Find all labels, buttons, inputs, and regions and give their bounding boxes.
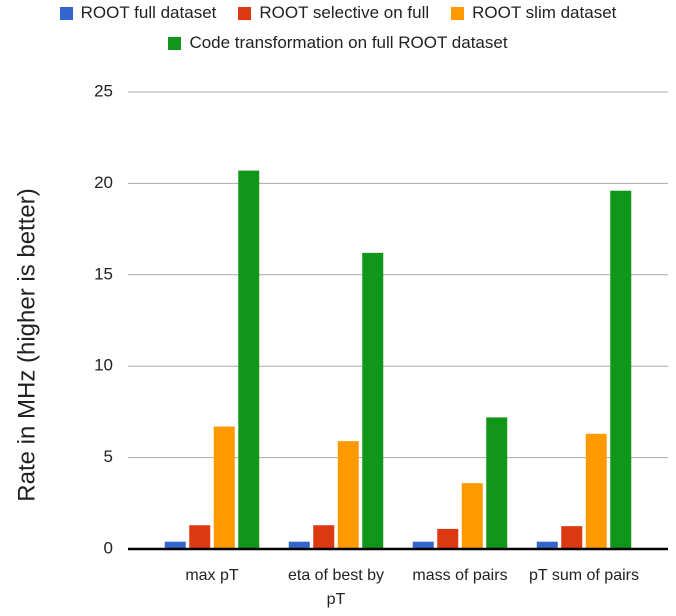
legend-label: ROOT selective on full: [259, 3, 430, 22]
y-axis-title: Rate in MHz (higher is better): [13, 188, 40, 501]
legend-swatch: [238, 6, 252, 20]
legend-label: Code transformation on full ROOT dataset: [189, 33, 508, 52]
y-tick-label: 5: [104, 447, 113, 466]
y-tick-label: 0: [104, 538, 113, 557]
bar: [561, 526, 583, 549]
legend-item: ROOT selective on full: [238, 2, 429, 24]
x-tick-label: pT sum of pairs: [529, 567, 639, 584]
bar: [362, 252, 384, 549]
bar: [610, 190, 632, 549]
legend: ROOT full dataset ROOT selective on full R…: [0, 0, 676, 54]
y-tick-label: 15: [94, 264, 113, 283]
bar: [313, 525, 335, 549]
bar: [461, 483, 483, 549]
legend-item: ROOT slim dataset: [451, 2, 616, 24]
bar: [288, 541, 310, 549]
x-tick-label: max pT: [185, 567, 239, 584]
bar: [189, 525, 211, 549]
bar: [486, 417, 508, 549]
legend-item: Code transformation on full ROOT dataset: [0, 32, 676, 54]
bar: [213, 426, 235, 549]
y-tick-label: 25: [94, 81, 113, 100]
legend-label: ROOT full dataset: [80, 3, 217, 22]
y-tick-label: 10: [94, 356, 113, 375]
bar: [536, 541, 558, 549]
legend-label: ROOT slim dataset: [472, 3, 617, 22]
bar: [238, 170, 260, 549]
bar: [437, 528, 459, 549]
bar: [412, 541, 434, 549]
y-tick-label: 20: [94, 173, 113, 192]
bar: [585, 433, 607, 549]
legend-item: ROOT full dataset: [59, 2, 217, 24]
legend-swatch: [168, 36, 182, 50]
x-tick-label: eta of best by pT: [287, 567, 385, 608]
bar: [164, 541, 186, 549]
legend-swatch: [451, 6, 465, 20]
x-tick-label: mass of pairs: [412, 567, 508, 584]
legend-swatch: [59, 6, 73, 20]
bar: [337, 441, 359, 549]
